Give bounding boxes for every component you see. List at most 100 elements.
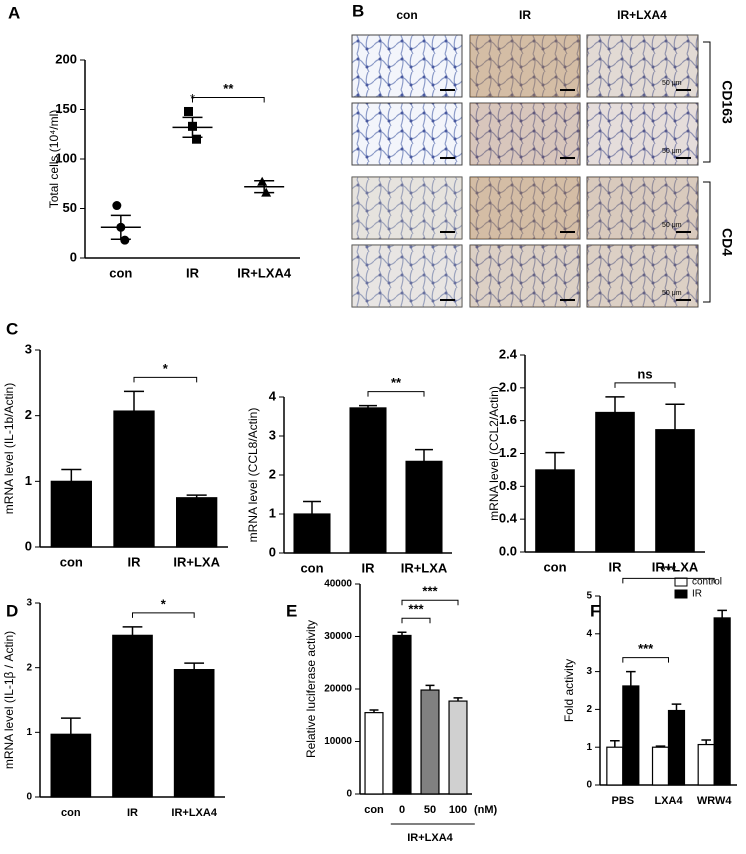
y-tick-label: 1 xyxy=(25,473,32,488)
x-tick-label: IR+LXA xyxy=(401,560,448,575)
y-tick-label: 150 xyxy=(55,101,77,116)
y-axis-label: Fold activity xyxy=(562,659,576,722)
y-tick-label: 0 xyxy=(586,780,592,791)
x-tick-label: con xyxy=(109,265,132,280)
chart: C 0 1 2 3 mRNA level (IL-1b/Actin) con IR IR+LXA… xyxy=(2,319,228,569)
column-label: IR+LXA4 xyxy=(617,8,667,22)
y-axis-label: mRNA level (IL-1b/Actin) xyxy=(2,383,16,514)
bar xyxy=(173,669,215,798)
row-bracket xyxy=(703,181,711,303)
point xyxy=(120,235,130,245)
significance-label: *** xyxy=(638,641,654,656)
significance-label: *** xyxy=(408,602,424,617)
bar xyxy=(622,685,640,786)
y-axis-label: mRNA level (CCL8/Actin) xyxy=(246,408,260,543)
error-bar xyxy=(186,494,207,498)
group-label: IR+LXA4 xyxy=(407,832,453,844)
point xyxy=(192,134,201,144)
significance-label: ** xyxy=(391,375,402,390)
x-tick-label: IR xyxy=(127,807,138,819)
bar xyxy=(293,513,331,554)
x-tick-label: con xyxy=(61,807,81,819)
bar xyxy=(697,743,715,786)
y-tick-label: 50 xyxy=(63,200,77,215)
panel-letter: A xyxy=(8,3,20,22)
error-bar xyxy=(369,709,379,713)
error-bar xyxy=(110,214,131,240)
error-bar xyxy=(453,697,463,702)
error-bar xyxy=(122,626,143,636)
significance-bracket xyxy=(622,577,715,584)
bar xyxy=(448,700,468,795)
micrograph xyxy=(351,244,463,308)
error-bar xyxy=(610,740,620,748)
significance-bracket xyxy=(132,612,195,618)
point xyxy=(112,201,122,211)
error-bar xyxy=(184,662,205,670)
error-bar xyxy=(545,451,565,470)
stain xyxy=(352,177,462,239)
bar xyxy=(50,480,92,548)
error-bar xyxy=(665,403,685,430)
significance-bracket xyxy=(133,376,198,383)
error-bar xyxy=(717,609,727,618)
scale-label: 50 μm xyxy=(662,222,682,229)
panel-letter: D xyxy=(6,601,18,620)
significance-label: * xyxy=(163,361,169,376)
bar xyxy=(655,429,695,553)
bar xyxy=(667,709,686,786)
x-tick-label: IR xyxy=(609,559,623,574)
y-tick-label: 2 xyxy=(586,704,592,715)
y-tick-label: 1.2 xyxy=(499,445,517,460)
x-tick-label: IR+LXA4 xyxy=(237,265,292,280)
stain xyxy=(587,177,698,239)
point xyxy=(184,106,193,116)
x-tick-label: IR+LXA4 xyxy=(171,807,217,819)
row-label: CD163 xyxy=(719,80,735,124)
error-bar xyxy=(182,116,203,138)
chart: 0 1 2 3 4 mRNA level (CCL8/Actin) con IR IR+LXA *… xyxy=(246,375,452,575)
significance-label: * xyxy=(190,91,195,106)
x-tick-label: con xyxy=(60,554,83,569)
significance-label: *** xyxy=(661,562,677,577)
bar xyxy=(595,411,635,553)
chart: E 0 10000 20000 30000 40000 Relative luciferas… xyxy=(286,579,498,844)
chart: D 0 1 2 3 mRNA level (IL-1β / Actin) con IR IR+L… xyxy=(2,596,225,819)
error-bar xyxy=(123,390,145,412)
significance-bracket xyxy=(367,391,425,397)
bar xyxy=(349,407,387,554)
legend-label: IR xyxy=(692,589,702,600)
x-tick-label: 0 xyxy=(399,804,405,816)
panel-letter: F xyxy=(590,601,600,620)
error-bar xyxy=(254,180,275,194)
bar xyxy=(113,410,155,548)
stain xyxy=(470,103,580,165)
y-axis-label: Total cells (10⁴/ml) xyxy=(47,110,61,209)
y-tick-label: 2 xyxy=(25,407,32,422)
x-tick-label: IR+LXA xyxy=(652,559,699,574)
unit-label: (nM) xyxy=(474,804,498,816)
micrograph xyxy=(351,34,463,98)
bar xyxy=(606,746,624,786)
significance-bracket xyxy=(622,657,669,663)
error-bar xyxy=(60,717,81,735)
x-tick-label: LXA4 xyxy=(654,795,683,807)
x-tick-label: IR xyxy=(362,560,376,575)
bar xyxy=(713,617,731,786)
error-bar xyxy=(655,745,666,748)
panel-letter: E xyxy=(286,601,297,620)
bar xyxy=(420,689,440,795)
x-tick-label: PBS xyxy=(612,795,635,807)
y-tick-label: 1 xyxy=(586,742,592,753)
error-bar xyxy=(359,404,377,408)
stain xyxy=(587,35,698,97)
y-tick-label: 2.0 xyxy=(499,379,517,394)
y-tick-label: 3 xyxy=(25,341,32,356)
stain xyxy=(470,177,580,239)
x-tick-label: WRW4 xyxy=(697,795,733,807)
y-tick-label: 0 xyxy=(269,544,276,559)
y-axis-label: mRNA level (IL-1β / Actin) xyxy=(2,631,16,769)
micrograph xyxy=(586,102,699,166)
bar xyxy=(364,712,384,795)
